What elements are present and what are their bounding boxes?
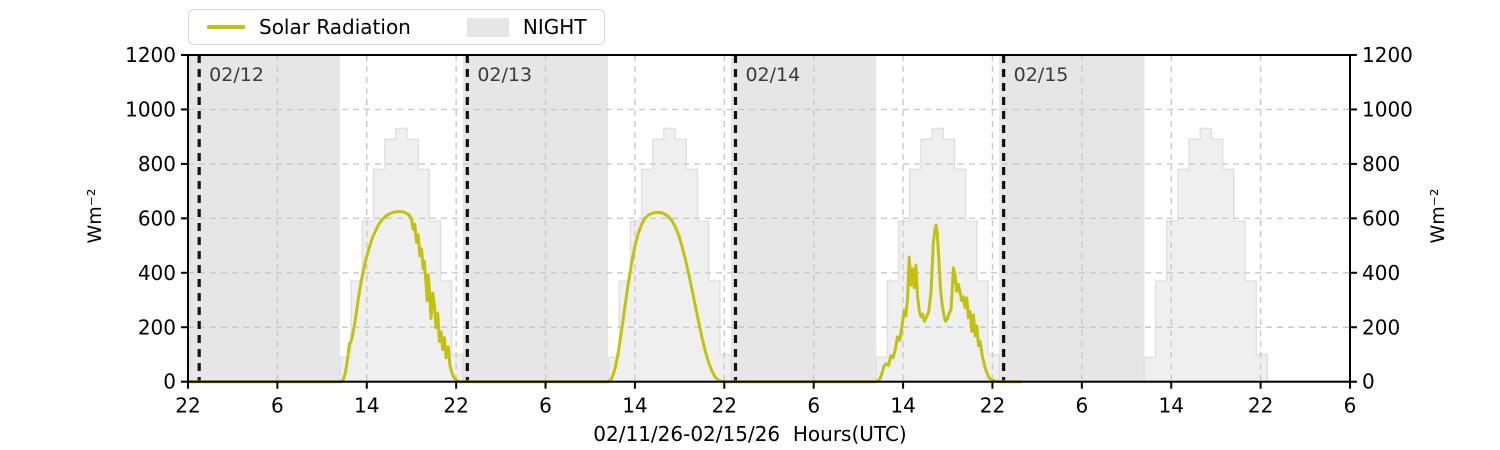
y-axis-label-right: Wm⁻² bbox=[1427, 188, 1449, 244]
solar-radiation-line bbox=[186, 210, 1022, 384]
x-tick-label: 22 bbox=[980, 394, 1005, 418]
y-tick-label-left: 1000 bbox=[125, 97, 176, 121]
day-boundary-label: 02/14 bbox=[745, 64, 800, 86]
y-tick-label-right: 400 bbox=[1362, 261, 1400, 285]
y-tick-label-right: 1000 bbox=[1362, 97, 1413, 121]
x-tick-label: 22 bbox=[175, 394, 200, 418]
day-boundary-label: 02/12 bbox=[209, 64, 264, 86]
y-tick-label-left: 600 bbox=[138, 206, 176, 230]
y-axis-label-left: Wm⁻² bbox=[84, 188, 106, 244]
y-tick-label-right: 600 bbox=[1362, 206, 1400, 230]
clear-sky-envelope bbox=[1143, 127, 1269, 383]
y-tick-label-left: 0 bbox=[163, 370, 176, 394]
x-tick-label: 6 bbox=[539, 394, 552, 418]
y-tick-label-left: 200 bbox=[138, 315, 176, 339]
y-tick-label-right: 800 bbox=[1362, 152, 1400, 176]
x-tick-label: 6 bbox=[1075, 394, 1088, 418]
x-tick-label: 14 bbox=[354, 394, 379, 418]
y-tick-label-left: 1200 bbox=[125, 43, 176, 67]
x-axis-label: 02/11/26-02/15/26 Hours(UTC) bbox=[593, 422, 907, 446]
legend: Solar Radiation NIGHT bbox=[188, 9, 606, 45]
y-tick-label-right: 0 bbox=[1362, 370, 1375, 394]
x-tick-label: 22 bbox=[443, 394, 468, 418]
x-tick-label: 6 bbox=[807, 394, 820, 418]
x-tick-label: 14 bbox=[890, 394, 915, 418]
x-tick-label: 22 bbox=[1248, 394, 1273, 418]
x-tick-label: 14 bbox=[622, 394, 647, 418]
night-patch-swatch bbox=[466, 17, 509, 37]
x-tick-label: 6 bbox=[271, 394, 284, 418]
day-boundary-label: 02/15 bbox=[1014, 64, 1069, 86]
x-tick-label: 14 bbox=[1159, 394, 1184, 418]
y-tick-label-right: 200 bbox=[1362, 315, 1400, 339]
day-boundary-label: 02/13 bbox=[477, 64, 532, 86]
legend-label-solar: Solar Radiation bbox=[259, 15, 411, 39]
y-tick-label-right: 1200 bbox=[1362, 43, 1413, 67]
legend-label-night: NIGHT bbox=[522, 15, 587, 39]
x-tick-label: 6 bbox=[1344, 394, 1357, 418]
clear-sky-envelope bbox=[607, 127, 732, 383]
y-tick-label-left: 800 bbox=[138, 152, 176, 176]
y-tick-label-left: 400 bbox=[138, 261, 176, 285]
x-tick-label: 22 bbox=[712, 394, 737, 418]
solar-radiation-line-swatch bbox=[207, 25, 245, 29]
